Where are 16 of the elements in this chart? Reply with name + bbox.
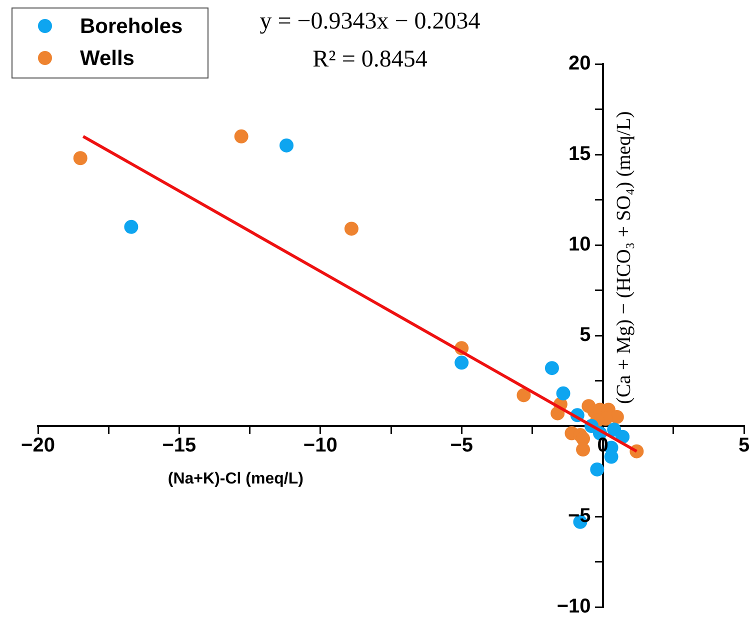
x-tick-label: −10 bbox=[303, 434, 338, 457]
y-tick-label: 20 bbox=[568, 52, 591, 75]
legend-label: Wells bbox=[80, 46, 134, 70]
y-tick-label: −10 bbox=[556, 596, 591, 617]
x-tick-label: −15 bbox=[162, 434, 196, 457]
x-tick-label: 5 bbox=[738, 434, 750, 457]
x-axis-title: (Na+K)-Cl (meq/L) bbox=[168, 470, 304, 488]
y-tick-label: 15 bbox=[568, 143, 591, 166]
y-tick-label: 10 bbox=[568, 234, 591, 256]
text: y = −0.9343x − 0.2034 bbox=[260, 8, 480, 34]
y-axis-title: (Ca + Mg) − (HCO₃ + SO₄) (meq/L) bbox=[613, 111, 636, 404]
x-tick-label: −5 bbox=[450, 434, 474, 457]
x-tick-label: −20 bbox=[21, 434, 55, 457]
y-tick-label: 5 bbox=[580, 324, 591, 346]
annotation: R² = 0.8454 bbox=[312, 46, 428, 72]
legend-label: Boreholes bbox=[80, 14, 183, 38]
